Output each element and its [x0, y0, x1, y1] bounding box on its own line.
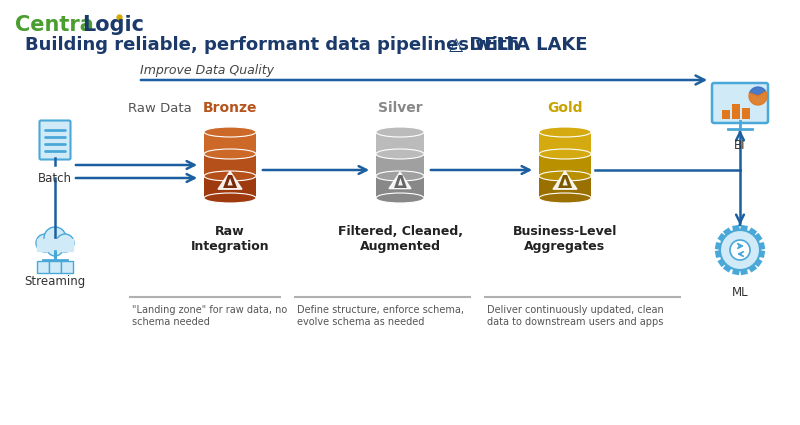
- Circle shape: [720, 230, 760, 270]
- Text: Logic: Logic: [82, 15, 144, 35]
- FancyBboxPatch shape: [39, 121, 70, 159]
- Text: Raw Data: Raw Data: [128, 102, 192, 115]
- Text: BI: BI: [734, 139, 746, 152]
- Text: Define structure, enforce schema,
evolve schema as needed: Define structure, enforce schema, evolve…: [297, 305, 464, 326]
- FancyBboxPatch shape: [376, 176, 424, 198]
- Text: Streaming: Streaming: [24, 275, 86, 288]
- FancyBboxPatch shape: [722, 110, 730, 119]
- Circle shape: [730, 240, 750, 260]
- Ellipse shape: [376, 171, 424, 181]
- Text: Deliver continuously updated, clean
data to downstream users and apps: Deliver continuously updated, clean data…: [487, 305, 664, 326]
- Circle shape: [47, 240, 63, 256]
- Wedge shape: [749, 91, 767, 105]
- Text: Filtered, Cleaned,
Augmented: Filtered, Cleaned, Augmented: [338, 225, 462, 253]
- Text: Batch: Batch: [38, 172, 72, 185]
- Circle shape: [56, 234, 74, 252]
- Circle shape: [36, 234, 54, 252]
- FancyBboxPatch shape: [712, 83, 768, 123]
- Ellipse shape: [376, 193, 424, 203]
- Text: Δ: Δ: [223, 173, 237, 192]
- FancyBboxPatch shape: [37, 239, 73, 251]
- Text: Δ: Δ: [558, 173, 572, 192]
- Text: Silver: Silver: [378, 101, 422, 115]
- Ellipse shape: [376, 149, 424, 159]
- Circle shape: [44, 227, 66, 249]
- Polygon shape: [389, 172, 411, 189]
- Ellipse shape: [376, 127, 424, 137]
- Wedge shape: [750, 87, 766, 96]
- Ellipse shape: [539, 127, 591, 137]
- Text: △ DELTA LAKE: △ DELTA LAKE: [443, 36, 587, 54]
- FancyBboxPatch shape: [61, 261, 73, 273]
- FancyBboxPatch shape: [204, 176, 256, 198]
- Ellipse shape: [539, 193, 591, 203]
- Ellipse shape: [204, 127, 256, 137]
- Text: Bronze: Bronze: [202, 101, 258, 115]
- FancyBboxPatch shape: [376, 154, 424, 176]
- Ellipse shape: [204, 193, 256, 203]
- Ellipse shape: [204, 171, 256, 181]
- FancyBboxPatch shape: [204, 154, 256, 176]
- FancyBboxPatch shape: [539, 132, 591, 154]
- FancyBboxPatch shape: [204, 132, 256, 154]
- FancyBboxPatch shape: [742, 108, 750, 119]
- Polygon shape: [218, 171, 242, 189]
- Ellipse shape: [539, 149, 591, 159]
- FancyBboxPatch shape: [49, 261, 61, 273]
- Ellipse shape: [539, 171, 591, 181]
- FancyBboxPatch shape: [376, 132, 424, 154]
- FancyBboxPatch shape: [37, 261, 49, 273]
- Text: ML: ML: [732, 286, 748, 299]
- Ellipse shape: [204, 149, 256, 159]
- Text: Raw
Integration: Raw Integration: [190, 225, 270, 253]
- Text: Building reliable, performant data pipelines with: Building reliable, performant data pipel…: [25, 36, 519, 54]
- Text: Business-Level
Aggregates: Business-Level Aggregates: [513, 225, 617, 253]
- Text: "Landing zone" for raw data, no
schema needed: "Landing zone" for raw data, no schema n…: [132, 305, 287, 326]
- Text: Improve Data Quality: Improve Data Quality: [140, 64, 274, 77]
- Text: Gold: Gold: [547, 101, 582, 115]
- Polygon shape: [553, 171, 577, 189]
- FancyBboxPatch shape: [539, 176, 591, 198]
- FancyBboxPatch shape: [539, 154, 591, 176]
- Text: Δ: Δ: [394, 173, 406, 192]
- FancyBboxPatch shape: [732, 104, 740, 119]
- Text: Centra: Centra: [15, 15, 94, 35]
